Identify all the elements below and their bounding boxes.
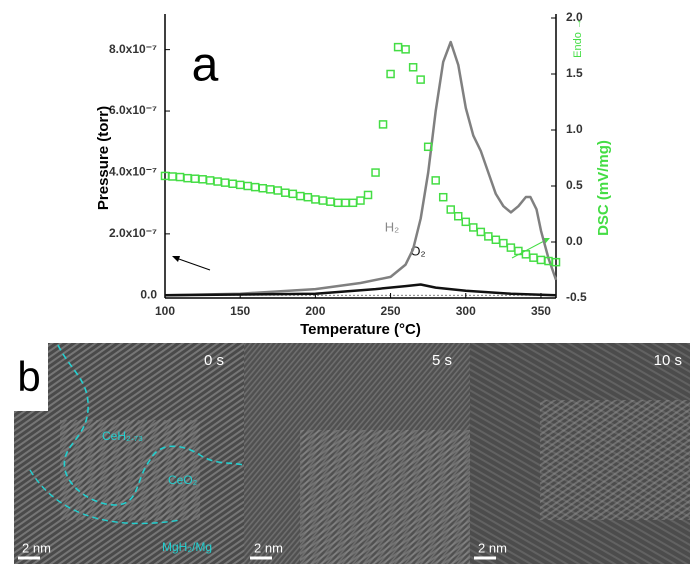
scale-label: 2 nm xyxy=(22,540,51,555)
lattice xyxy=(60,420,200,520)
y-axis-title: Pressure (torr) xyxy=(95,106,112,210)
data-point xyxy=(461,217,471,227)
series-line xyxy=(164,283,557,297)
scale-label: 2 nm xyxy=(478,540,507,555)
data-point xyxy=(220,178,230,187)
y2-axis-title: DSC (mV/mg) xyxy=(595,140,612,236)
data-point xyxy=(363,190,373,200)
data-point xyxy=(228,179,237,189)
y2-tick-label: 1.0 xyxy=(566,122,583,136)
data-point xyxy=(281,188,290,197)
data-point xyxy=(235,180,245,190)
x-axis-title: Temperature (°C) xyxy=(300,321,421,338)
data-point xyxy=(454,211,463,221)
data-point xyxy=(499,238,508,248)
phase-label: MgH₂/Mg xyxy=(162,540,212,554)
data-point xyxy=(386,69,395,79)
data-point xyxy=(348,198,358,208)
phase-boundary xyxy=(29,469,181,525)
y-tick-label: 0.0 xyxy=(140,287,157,301)
data-point xyxy=(393,42,403,52)
data-point xyxy=(333,198,343,208)
y2-tick-label: 1.5 xyxy=(566,66,583,80)
data-point xyxy=(183,173,192,183)
data-point xyxy=(431,176,440,185)
tem-images xyxy=(10,343,690,564)
data-point xyxy=(378,120,388,129)
y2-tick-label: -0.5 xyxy=(566,290,587,304)
x-tick-label: 350 xyxy=(531,304,551,318)
data-point xyxy=(423,142,433,152)
data-point xyxy=(446,205,455,214)
x-tick-label: 200 xyxy=(305,304,325,318)
y2-tick-label: 2.0 xyxy=(566,10,583,24)
data-point xyxy=(213,177,222,186)
phase-label: CeH₂.₇₃ xyxy=(102,429,143,443)
data-point xyxy=(288,189,298,199)
data-point xyxy=(356,196,365,205)
data-point xyxy=(303,192,313,202)
y-tick-label: 2.0x10⁻⁷ xyxy=(109,226,157,240)
phase-label: CeO₂ xyxy=(168,473,198,487)
data-point xyxy=(311,195,320,204)
data-point xyxy=(476,227,486,237)
time-label: 0 s xyxy=(204,352,224,369)
x-tick-label: 150 xyxy=(230,304,250,318)
y-tick-label: 6.0x10⁻⁷ xyxy=(109,103,157,117)
y2-tick-label: 0.5 xyxy=(566,178,583,192)
lattice xyxy=(300,430,470,564)
y-tick-label: 8.0x10⁻⁷ xyxy=(109,42,157,56)
annotation: Endo → xyxy=(572,18,584,58)
panel-label: b xyxy=(17,353,40,400)
phase-boundary xyxy=(57,344,245,506)
scale-label: 2 nm xyxy=(254,540,283,555)
x-tick-label: 300 xyxy=(456,304,476,318)
data-point xyxy=(326,197,335,206)
data-point xyxy=(243,181,252,191)
data-point xyxy=(266,185,275,194)
data-point xyxy=(198,175,207,184)
data-point xyxy=(371,168,380,177)
data-point xyxy=(506,243,516,252)
data-point xyxy=(408,63,418,72)
data-point xyxy=(168,172,177,181)
data-point xyxy=(416,75,425,84)
data-point xyxy=(205,176,215,185)
data-point xyxy=(190,174,200,183)
series-line xyxy=(164,40,558,297)
data-point xyxy=(341,198,350,208)
data-point xyxy=(250,182,260,192)
data-point xyxy=(491,235,501,245)
time-label: 5 s xyxy=(432,352,452,369)
data-point xyxy=(484,232,493,241)
arrowhead xyxy=(172,256,180,262)
data-point xyxy=(296,191,305,201)
data-point xyxy=(401,45,410,54)
label-box xyxy=(10,343,48,411)
data-point xyxy=(318,196,328,205)
annotation: H₂ xyxy=(385,219,399,234)
data-point xyxy=(536,255,546,265)
arrow xyxy=(175,257,211,271)
x-tick-label: 250 xyxy=(381,304,401,318)
panel-label: a xyxy=(192,39,219,92)
data-point xyxy=(258,183,267,193)
data-point xyxy=(469,223,478,232)
y-tick-label: 4.0x10⁻⁷ xyxy=(109,165,157,179)
data-point xyxy=(175,172,185,182)
data-point xyxy=(273,186,283,195)
y2-tick-label: 0.0 xyxy=(566,234,583,248)
data-point xyxy=(529,253,538,262)
time-label: 10 s xyxy=(654,352,682,369)
data-point xyxy=(438,192,448,202)
x-tick-label: 100 xyxy=(155,304,175,318)
lattice xyxy=(540,400,690,520)
data-point xyxy=(551,257,561,267)
